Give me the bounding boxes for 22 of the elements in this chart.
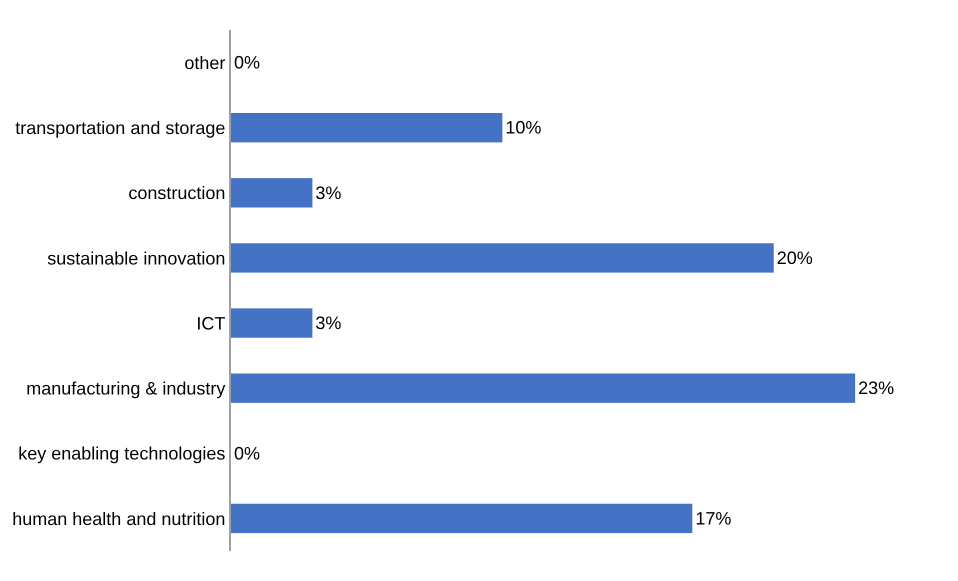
y-tick-label: manufacturing & industry xyxy=(26,378,226,398)
y-tick-label: ICT xyxy=(196,313,226,334)
data-label: 20% xyxy=(776,248,813,268)
bar xyxy=(231,178,312,208)
data-label: 10% xyxy=(505,118,542,138)
data-label: 0% xyxy=(234,443,260,464)
data-label: 3% xyxy=(315,182,342,203)
data-label: 17% xyxy=(695,508,732,528)
data-label: 3% xyxy=(315,313,342,334)
y-tick-label: human health and nutrition xyxy=(12,508,226,529)
data-label: 23% xyxy=(858,378,894,398)
y-tick-label: sustainable innovation xyxy=(47,248,226,268)
bar xyxy=(231,113,502,142)
bar xyxy=(231,243,774,273)
y-tick-label: key enabling technologies xyxy=(18,444,226,464)
data-label: 0% xyxy=(234,52,260,73)
y-tick-label: transportation and storage xyxy=(15,118,226,138)
y-tick-label: construction xyxy=(128,183,226,204)
y-tick-label: other xyxy=(184,52,226,73)
bar xyxy=(231,308,312,338)
bar xyxy=(231,374,856,403)
bar xyxy=(231,504,692,534)
